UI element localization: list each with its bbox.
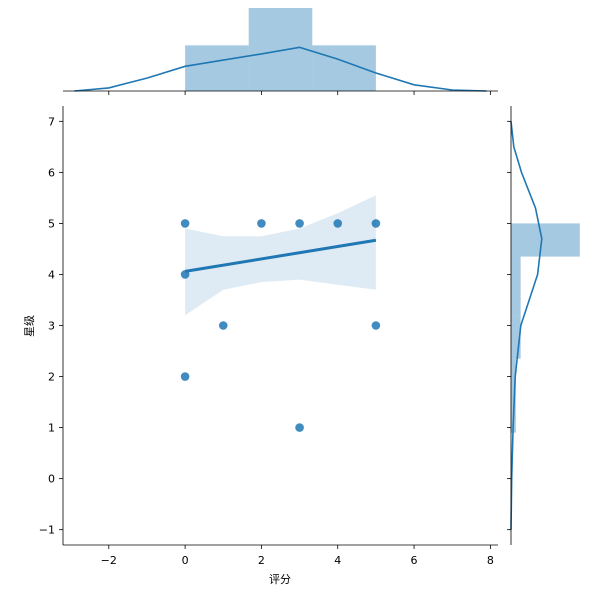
y-tick-label: 5 <box>48 217 55 230</box>
right-kde-curve <box>510 121 543 530</box>
y-tick-label: −1 <box>39 524 55 537</box>
scatter-point <box>371 219 381 228</box>
scatter-point <box>180 270 190 279</box>
x-tick-label: 8 <box>487 554 494 567</box>
y-tick-label: 4 <box>48 268 55 281</box>
y-tick-label: 6 <box>48 166 55 179</box>
x-tick-label: 6 <box>411 554 418 567</box>
regression-line-layer <box>184 238 377 273</box>
scatter-point <box>333 219 343 228</box>
right-histogram-bar <box>511 256 521 316</box>
scatter-point <box>218 321 228 330</box>
main-axes: −2 0 2 4 6 8 −1 0 1 2 3 4 5 6 7 <box>39 106 498 567</box>
right-marginal-plot <box>507 106 580 545</box>
x-tick-label: 0 <box>182 554 189 567</box>
y-tick-label: 0 <box>48 473 55 486</box>
y-tick-label: 1 <box>48 422 55 435</box>
x-tick-label: 4 <box>334 554 341 567</box>
scatter-points <box>180 219 381 432</box>
right-histogram-bar <box>511 315 521 359</box>
right-histogram-bar <box>511 358 516 433</box>
top-histogram-bar <box>185 45 249 91</box>
top-kde-curve <box>74 46 487 92</box>
scatter-point <box>180 219 190 228</box>
y-tick-label: 7 <box>48 115 55 128</box>
scatter-point <box>295 423 304 432</box>
x-tick-label: 2 <box>258 554 265 567</box>
top-marginal-plot <box>63 8 498 95</box>
scatter-point <box>371 321 381 330</box>
regression-line <box>184 238 377 273</box>
right-histogram-bar <box>511 223 580 257</box>
x-axis-label: 评分 <box>269 573 291 586</box>
y-tick-label: 2 <box>48 371 55 384</box>
x-tick-label: −2 <box>101 554 117 567</box>
y-tick-label: 3 <box>48 320 55 333</box>
scatter-point <box>180 372 190 381</box>
top-histogram-bar <box>248 8 313 91</box>
top-histogram-bar <box>312 45 376 91</box>
main-scatter-plot: −2 0 2 4 6 8 −1 0 1 2 3 4 5 6 7 <box>39 106 498 567</box>
scatter-point <box>295 219 304 228</box>
y-axis-label: 星级 <box>23 315 36 337</box>
scatter-point <box>257 219 266 228</box>
